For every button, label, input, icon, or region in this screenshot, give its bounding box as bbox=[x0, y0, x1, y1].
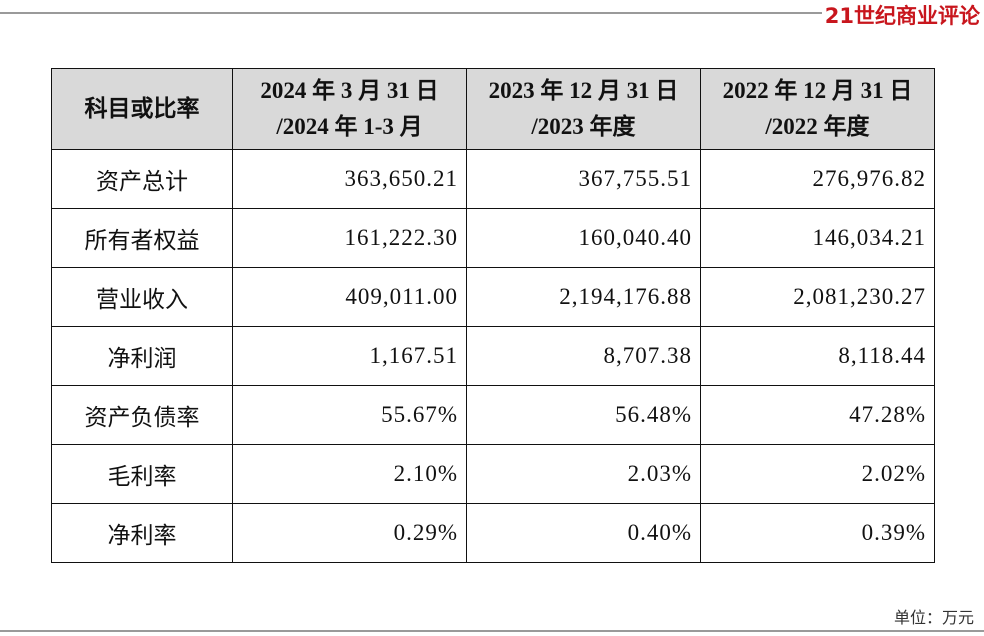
header-line: 2024 年 3 月 31 日 bbox=[260, 78, 439, 103]
value-cell: 56.48% bbox=[466, 385, 701, 445]
value-cell: 367,755.51 bbox=[466, 149, 701, 209]
value-cell: 1,167.51 bbox=[232, 326, 467, 386]
row-label: 净利润 bbox=[51, 326, 233, 386]
table-row: 资产负债率 55.67% 56.48% 47.28% bbox=[51, 385, 935, 445]
table: 科目或比率 2024 年 3 月 31 日/2024 年 1-3 月 2023 年 … bbox=[51, 68, 935, 563]
header-line: /2022 年度 bbox=[765, 114, 870, 139]
header-line: /2024 年 1-3 月 bbox=[276, 114, 423, 139]
value-cell: 47.28% bbox=[700, 385, 935, 445]
header-line: /2023 年度 bbox=[531, 114, 636, 139]
row-label: 净利率 bbox=[51, 503, 233, 563]
bottom-rule bbox=[0, 630, 984, 632]
header-line: 2023 年 12 月 31 日 bbox=[488, 78, 679, 103]
header-row: 科目或比率 2024 年 3 月 31 日/2024 年 1-3 月 2023 年 … bbox=[51, 68, 935, 150]
row-label: 所有者权益 bbox=[51, 208, 233, 268]
value-cell: 2,194,176.88 bbox=[466, 267, 701, 327]
value-cell: 8,707.38 bbox=[466, 326, 701, 386]
value-cell: 409,011.00 bbox=[232, 267, 467, 327]
unit-note: 单位：万元 bbox=[893, 608, 974, 627]
table-row: 资产总计 363,650.21 367,755.51 276,976.82 bbox=[51, 149, 935, 209]
header-line: 科目或比率 bbox=[84, 96, 200, 121]
header-line: 2022 年 12 月 31 日 bbox=[722, 78, 913, 103]
row-label: 毛利率 bbox=[51, 444, 233, 504]
value-cell: 0.39% bbox=[700, 503, 935, 563]
value-cell: 146,034.21 bbox=[700, 208, 935, 268]
brand: 21世纪商业评论 bbox=[824, 4, 980, 28]
table-row: 净利润 1,167.51 8,707.38 8,118.44 bbox=[51, 326, 935, 386]
value-cell: 0.40% bbox=[466, 503, 701, 563]
header-cell: 2024 年 3 月 31 日/2024 年 1-3 月 bbox=[232, 68, 467, 150]
table-row: 净利率 0.29% 0.40% 0.39% bbox=[51, 503, 935, 563]
header-cell: 科目或比率 bbox=[51, 68, 233, 150]
top-rule bbox=[0, 12, 822, 14]
header-cell: 2022 年 12 月 31 日/2022 年度 bbox=[700, 68, 935, 150]
row-label: 营业收入 bbox=[51, 267, 233, 327]
value-cell: 55.67% bbox=[232, 385, 467, 445]
value-cell: 2,081,230.27 bbox=[700, 267, 935, 327]
row-label: 资产负债率 bbox=[51, 385, 233, 445]
header-cell: 2023 年 12 月 31 日/2023 年度 bbox=[466, 68, 701, 150]
value-cell: 0.29% bbox=[232, 503, 467, 563]
row-label: 资产总计 bbox=[51, 149, 233, 209]
value-cell: 363,650.21 bbox=[232, 149, 467, 209]
value-cell: 8,118.44 bbox=[700, 326, 935, 386]
table-row: 营业收入 409,011.00 2,194,176.88 2,081,230.27 bbox=[51, 267, 935, 327]
value-cell: 2.10% bbox=[232, 444, 467, 504]
table-row: 毛利率 2.10% 2.03% 2.02% bbox=[51, 444, 935, 504]
value-cell: 2.03% bbox=[466, 444, 701, 504]
table-body: 资产总计 363,650.21 367,755.51 276,976.82 所有者权益 1… bbox=[51, 149, 935, 563]
value-cell: 2.02% bbox=[700, 444, 935, 504]
value-cell: 161,222.30 bbox=[232, 208, 467, 268]
value-cell: 276,976.82 bbox=[700, 149, 935, 209]
table-row: 所有者权益 161,222.30 160,040.40 146,034.21 bbox=[51, 208, 935, 268]
value-cell: 160,040.40 bbox=[466, 208, 701, 268]
